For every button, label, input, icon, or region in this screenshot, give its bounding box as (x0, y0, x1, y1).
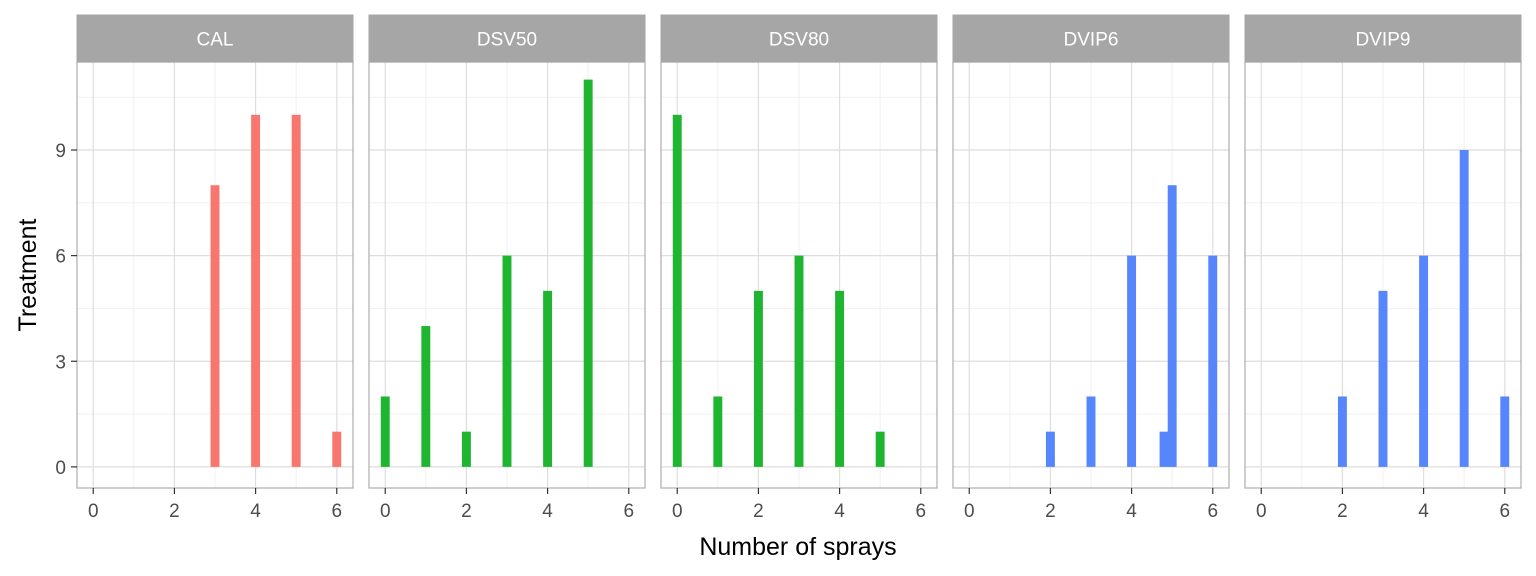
x-tick-label: 2 (461, 501, 472, 522)
y-tick-label: 0 (55, 458, 66, 479)
facet-strip-label: CAL (197, 30, 234, 51)
facet-dvip9: DVIP9 0 2 4 6 (1244, 14, 1522, 522)
facet-strip-label: DSV80 (769, 30, 829, 51)
bar (794, 255, 804, 467)
bar (875, 431, 885, 467)
facet-strip (660, 14, 938, 63)
x-tick-label: 4 (1418, 501, 1429, 522)
facet-strip (76, 14, 354, 63)
x-tick-label: 6 (1207, 501, 1218, 522)
x-tick-label: 4 (542, 501, 553, 522)
bar (332, 431, 342, 467)
x-tick-label: 2 (753, 501, 764, 522)
facet-dvip6: DVIP6 0 2 4 6 (952, 14, 1230, 522)
bar (753, 290, 763, 467)
y-tick-label: 9 (55, 141, 66, 162)
bar (1337, 396, 1347, 467)
bar (1086, 396, 1096, 467)
x-tick-label: 0 (672, 501, 683, 522)
bar (421, 326, 431, 467)
x-tick-label: 4 (250, 501, 261, 522)
facet-strip-label: DVIP6 (1064, 30, 1119, 51)
bar (1500, 396, 1510, 467)
x-tick-label: 6 (915, 501, 926, 522)
x-tick-label: 2 (169, 501, 180, 522)
bar (1208, 255, 1218, 467)
bar (291, 114, 301, 467)
x-axis-title: Number of sprays (699, 533, 896, 561)
facet-strip-label: DVIP9 (1356, 30, 1411, 51)
facet-cal: CAL 0 2 4 6 (76, 14, 354, 522)
bar (1159, 431, 1169, 467)
bar (210, 185, 220, 467)
y-axis-title: Treatment (14, 218, 42, 331)
y-tick-label: 3 (55, 352, 66, 373)
x-tick-label: 0 (1256, 501, 1267, 522)
bar (583, 79, 593, 467)
x-tick-label: 0 (88, 501, 99, 522)
x-tick-label: 2 (1045, 501, 1056, 522)
facet-strip (368, 14, 646, 63)
bar (713, 396, 723, 467)
facets-layer: CAL 0 2 4 6 DSV50 0 2 4 6 DSV80 0 2 4 6 DVIP6 0 2 4 6 DVIP9 0… (76, 14, 1522, 522)
facet-dsv50: DSV50 0 2 4 6 (368, 14, 646, 522)
x-tick-label: 6 (623, 501, 634, 522)
facet-dsv80: DSV80 0 2 4 6 (660, 14, 938, 522)
bar (835, 290, 845, 467)
bar (1378, 290, 1388, 467)
bar (251, 114, 261, 467)
x-tick-label: 0 (380, 501, 391, 522)
bar (1459, 150, 1469, 467)
bar (672, 114, 682, 467)
y-axis: 0 3 6 9 (55, 141, 77, 479)
facet-strip-label: DSV50 (477, 30, 537, 51)
bar (380, 396, 390, 467)
bar (543, 290, 553, 467)
bar (502, 255, 512, 467)
facet-strip (952, 14, 1230, 63)
x-tick-label: 4 (1126, 501, 1137, 522)
bar (1419, 255, 1429, 467)
x-tick-label: 6 (331, 501, 342, 522)
y-tick-label: 6 (55, 247, 66, 268)
x-tick-label: 2 (1337, 501, 1348, 522)
bar (1127, 255, 1137, 467)
bar (1045, 431, 1055, 467)
facet-strip (1244, 14, 1522, 63)
bar (1167, 185, 1177, 467)
x-tick-label: 6 (1499, 501, 1510, 522)
x-tick-label: 0 (964, 501, 975, 522)
x-tick-label: 4 (834, 501, 845, 522)
bar (461, 431, 471, 467)
